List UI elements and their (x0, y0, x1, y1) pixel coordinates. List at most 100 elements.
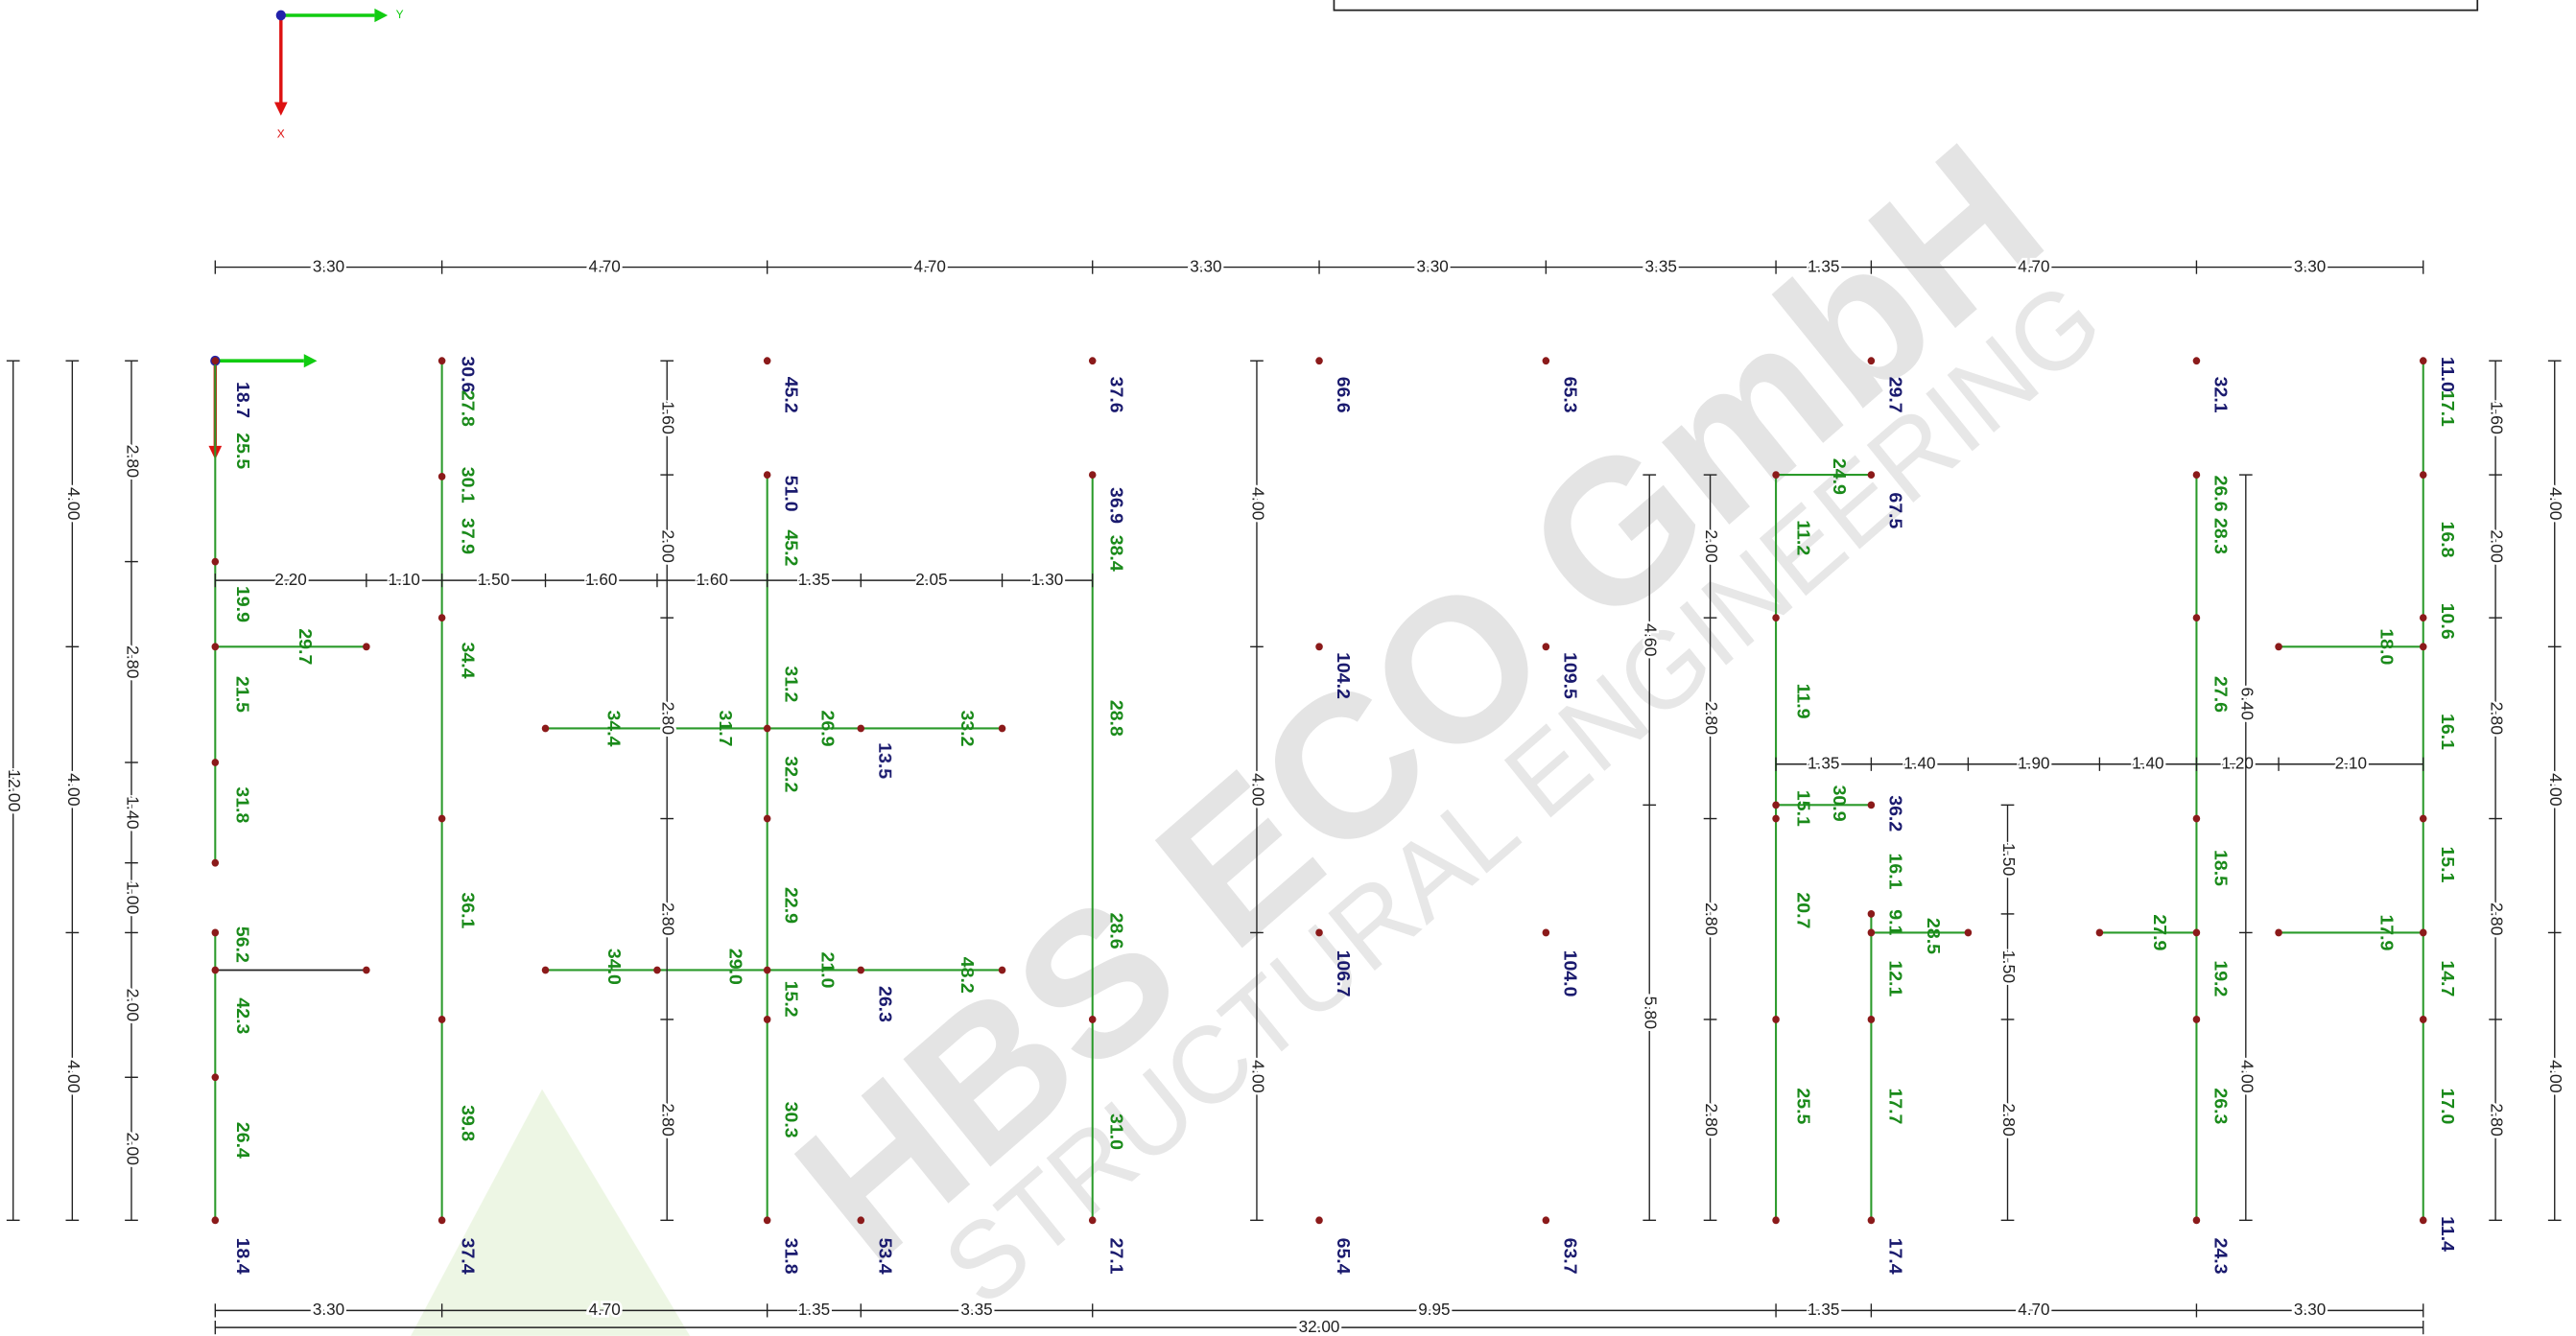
support-reaction: 65.4 (1333, 1238, 1353, 1275)
line-load: 11.9 (1793, 684, 1813, 719)
node (1315, 357, 1323, 364)
dimension-label: 1.90 (2018, 753, 2050, 772)
line-load: 27.9 (2149, 914, 2169, 950)
line-load: 36.1 (457, 892, 477, 928)
node (1772, 815, 1780, 823)
line-load: 30.1 (457, 467, 477, 504)
node (1543, 1216, 1550, 1224)
node (1772, 1016, 1780, 1023)
line-load: 31.7 (715, 711, 735, 747)
line-load: 24.9 (1829, 458, 1849, 495)
dimension-label: 4.70 (588, 256, 621, 275)
dimension-label: 1.60 (697, 570, 729, 589)
line-load: 16.8 (2437, 522, 2457, 558)
node (2420, 1016, 2427, 1023)
line-load: 26.6 (2210, 476, 2231, 512)
dimension-label: 2.80 (124, 645, 143, 679)
node (1315, 929, 1323, 937)
node (2096, 929, 2104, 937)
node (212, 859, 220, 867)
support-reaction: 36.9 (1106, 487, 1126, 524)
line-load: 29.7 (295, 628, 315, 665)
node (212, 643, 220, 650)
dimension-label: 2.80 (2488, 902, 2507, 936)
node (1089, 1016, 1097, 1023)
support-reaction: 67.5 (1884, 492, 1904, 528)
dimension-label: 1.60 (2488, 401, 2507, 434)
line-load: 34.4 (603, 711, 624, 747)
dimension-label: 4.00 (1249, 487, 1268, 521)
line-load: 19.9 (232, 586, 252, 622)
node (1868, 471, 1876, 479)
node (2420, 614, 2427, 621)
node (1868, 910, 1876, 918)
dimension-label: 2.80 (1999, 1103, 2019, 1137)
dimension-label: 9.95 (1418, 1300, 1450, 1319)
line-load: 30.3 (781, 1102, 801, 1138)
line-load: 39.8 (457, 1105, 477, 1141)
support-reaction: 45.2 (781, 377, 801, 413)
dimension-label: 1.40 (124, 796, 143, 830)
dimension-label: 4.00 (1249, 1060, 1268, 1093)
node (764, 967, 771, 974)
line-load: 37.9 (457, 518, 477, 554)
node (858, 725, 865, 733)
line-load: 21.0 (816, 951, 837, 988)
node (2420, 1216, 2427, 1224)
dimension-label: 4.00 (64, 773, 83, 807)
support-reaction: 37.6 (1106, 377, 1126, 413)
node (1089, 357, 1097, 364)
node (999, 967, 1006, 974)
node (438, 1216, 446, 1224)
dimension-label: 1.35 (1808, 1300, 1839, 1319)
node (764, 725, 771, 733)
dimension-label: 2.80 (2488, 1103, 2507, 1137)
dimension-label: 3.30 (2294, 1300, 2327, 1319)
dimension-label: 4.00 (2546, 1060, 2565, 1093)
dimension-label: 2.80 (1702, 1103, 1721, 1137)
dimension-label: 2.00 (124, 1133, 143, 1166)
support-reaction: 53.4 (874, 1238, 894, 1275)
dimension-label: 2.80 (1702, 902, 1721, 936)
line-load: 18.5 (2210, 850, 2231, 886)
node (1089, 471, 1097, 479)
line-load: 10.6 (2437, 603, 2457, 640)
node (1089, 1216, 1097, 1224)
dimension-label: 2.80 (659, 1103, 678, 1137)
support-reaction: 27.1 (1106, 1238, 1126, 1275)
node (438, 815, 446, 823)
node (1868, 929, 1876, 937)
dimension-label: 4.00 (1249, 773, 1268, 807)
support-reaction: 109.5 (1559, 652, 1579, 699)
node (2193, 471, 2201, 479)
dimension-label: 12.00 (5, 769, 24, 812)
support-reaction: 24.3 (2210, 1238, 2231, 1275)
dimension-label: 1.30 (1031, 570, 1064, 589)
support-reaction: 11.0 (2437, 357, 2457, 392)
line-load: 17.1 (2437, 390, 2457, 427)
dimension-label: 4.70 (2018, 256, 2050, 275)
line-load: 12.1 (1884, 960, 1904, 996)
node (212, 1216, 220, 1224)
line-load: 15.1 (2437, 846, 2457, 882)
node (858, 1216, 865, 1224)
dimension-label: 1.35 (798, 570, 830, 589)
dimension-label: 2.80 (659, 902, 678, 936)
dimension-label: 2.80 (1702, 702, 1721, 736)
dimension-label: 3.30 (313, 256, 345, 275)
dimension-label: 4.00 (64, 1060, 83, 1093)
node (858, 967, 865, 974)
node (363, 967, 370, 974)
line-load: 29.0 (725, 949, 745, 985)
dimension-label: 4.00 (64, 487, 83, 521)
axis-label: Y (396, 8, 404, 21)
node (212, 967, 220, 974)
line-load: 17.7 (1884, 1088, 1904, 1124)
support-reaction: 32.1 (2210, 377, 2231, 413)
dimension-label: 1.35 (1808, 753, 1839, 772)
node (1868, 1016, 1876, 1023)
support-reaction: 13.5 (874, 742, 894, 779)
support-reaction: 18.4 (232, 1238, 252, 1275)
line-load: 28.6 (1106, 913, 1126, 949)
node (438, 1016, 446, 1023)
